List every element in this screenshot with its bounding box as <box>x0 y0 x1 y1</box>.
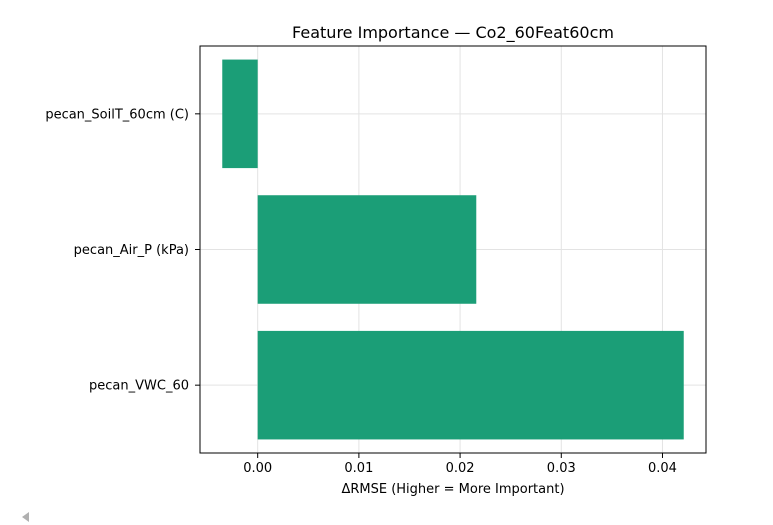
x-axis-ticks: 0.00 0.01 0.02 0.03 0.04 <box>243 453 677 476</box>
x-tick-label: 0.02 <box>446 461 475 476</box>
y-tick-label: pecan_Air_P (kPa) <box>74 243 189 258</box>
bars <box>222 59 684 440</box>
scroll-left-icon[interactable] <box>22 512 29 522</box>
bar <box>222 59 258 169</box>
chart-title: Feature Importance — Co2_60Feat60cm <box>292 23 614 43</box>
y-tick-label: pecan_SoilT_60cm (C) <box>45 107 189 122</box>
y-axis-ticks: pecan_SoilT_60cm (C) pecan_Air_P (kPa) pec… <box>45 107 200 394</box>
x-tick-label: 0.04 <box>648 461 677 476</box>
x-tick-label: 0.00 <box>243 461 272 476</box>
x-axis-label: ΔRMSE (Higher = More Important) <box>341 482 564 497</box>
y-tick-label: pecan_VWC_60 <box>89 379 189 394</box>
bar <box>257 330 684 440</box>
x-tick-label: 0.03 <box>547 461 576 476</box>
bar <box>257 195 477 304</box>
x-tick-label: 0.01 <box>344 461 373 476</box>
